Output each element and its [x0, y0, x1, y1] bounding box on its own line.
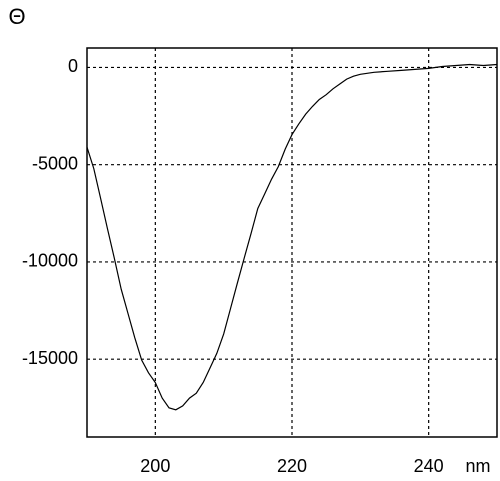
- y-tick-label: -5000: [32, 153, 78, 173]
- data-line: [86, 63, 498, 411]
- x-tick-label: 200: [140, 456, 170, 476]
- y-axis-label: Θ: [8, 4, 25, 29]
- y-tick-label: 0: [68, 56, 78, 76]
- x-tick-label: 220: [277, 456, 307, 476]
- x-axis-label: nm: [465, 456, 490, 476]
- y-tick-label: -15000: [22, 348, 78, 368]
- y-tick-label: -10000: [22, 251, 78, 271]
- x-tick-label: 240: [414, 456, 444, 476]
